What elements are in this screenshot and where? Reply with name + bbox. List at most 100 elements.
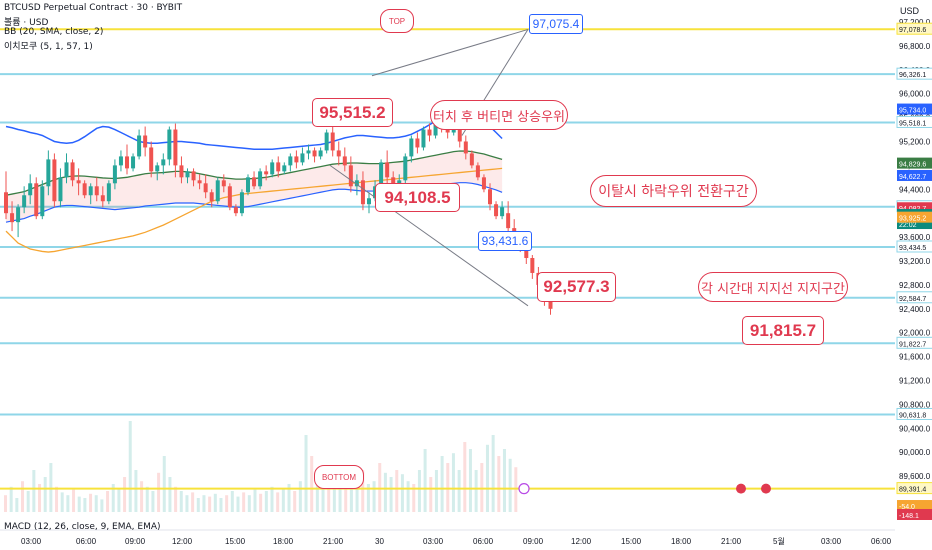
volume-bar <box>191 492 195 512</box>
candle-body <box>76 180 81 184</box>
volume-bar <box>315 470 319 512</box>
candle-body <box>330 132 335 151</box>
x-tick-label: 06:00 <box>76 537 97 546</box>
volume-bar <box>400 474 404 512</box>
volume-bar <box>49 463 53 512</box>
candle-body <box>16 207 21 223</box>
price-label: 89,391.4 <box>899 487 926 494</box>
candle-body <box>288 156 293 166</box>
candle-body <box>524 246 529 259</box>
volume-bar <box>344 484 348 512</box>
price-tag: 93,925.2 <box>899 216 926 223</box>
y-tick-label: 94,400.0 <box>899 185 931 194</box>
y-tick-label: 92,800.0 <box>899 281 931 290</box>
x-tick-label: 06:00 <box>871 537 892 546</box>
candle-body <box>70 162 75 181</box>
volume-bar <box>372 481 376 512</box>
price-tag-bg <box>897 500 932 512</box>
candle-body <box>397 180 402 184</box>
candle-body <box>494 204 499 217</box>
candle-body <box>185 171 190 178</box>
volume-bar <box>304 435 308 512</box>
candle-body <box>548 299 553 309</box>
candle-body <box>403 156 408 181</box>
x-tick-label: 18:00 <box>671 537 692 546</box>
volume-bar <box>338 472 342 512</box>
symbol-legend: BTCUSD Perpetual Contract · 30 · BYBIT <box>4 3 183 13</box>
volume-bar <box>508 458 512 512</box>
y-tick-label: 96,800.0 <box>899 42 931 51</box>
candle-body <box>137 135 142 157</box>
y-tick-label: 96,000.0 <box>899 90 931 99</box>
price-label: 95,518.1 <box>899 120 926 127</box>
volume-bar <box>162 456 166 512</box>
currency-label: USD <box>900 6 920 16</box>
candle-body <box>4 192 8 214</box>
volume-bar <box>276 492 280 512</box>
candle-body <box>125 156 129 169</box>
ichimoku-legend: 이치모쿠 (5, 1, 57, 1) <box>4 42 93 52</box>
candle-body <box>28 183 33 196</box>
volume-bar <box>474 470 478 512</box>
y-tick-label: 91,600.0 <box>899 353 931 362</box>
price-label-bg <box>896 336 932 349</box>
candle-body <box>258 171 263 187</box>
volume-bar <box>491 435 495 512</box>
volume-bar <box>502 449 506 512</box>
candle-body <box>227 186 232 208</box>
volume-bar <box>383 472 387 512</box>
price-label-bg <box>896 22 932 35</box>
x-tick-label: 03:00 <box>821 537 842 546</box>
candle-body <box>58 177 63 202</box>
candle-body <box>221 180 226 187</box>
candle-body <box>82 183 87 196</box>
candle-body <box>118 156 123 166</box>
candle-body <box>197 180 202 184</box>
candle-body <box>409 138 414 157</box>
volume-bar <box>77 496 81 512</box>
candle-body <box>100 195 105 202</box>
annotation-94108: 94,108.5 <box>375 183 460 212</box>
ichimoku-line <box>5 167 503 253</box>
x-tick-label: 18:00 <box>273 537 294 546</box>
candle-body <box>367 198 371 205</box>
volume-bar <box>417 470 421 512</box>
price-label: 97,078.6 <box>899 27 926 34</box>
volume-bar <box>225 495 229 512</box>
candle-body <box>469 153 474 166</box>
x-tick-label: 12:00 <box>571 537 592 546</box>
y-tick-label: 91,200.0 <box>899 377 931 386</box>
candle-body <box>246 177 250 193</box>
candle-body <box>46 159 51 187</box>
volume-bar <box>208 496 212 512</box>
candle-body <box>379 162 384 187</box>
price-tag: -54.0 <box>899 504 915 511</box>
candle-body <box>252 177 257 187</box>
event-marker-icon <box>518 483 530 495</box>
candle-body <box>475 165 480 178</box>
volume-bar <box>174 486 178 512</box>
volume-bar <box>89 493 93 512</box>
price-tag-bg <box>897 103 932 115</box>
price-label-bg <box>896 240 932 253</box>
volume-bar <box>361 470 365 512</box>
volume-bar <box>15 498 19 512</box>
volume-bar <box>123 477 127 512</box>
candle-body <box>167 129 172 160</box>
candle-body <box>324 132 329 151</box>
bottom-callout: BOTTOM <box>314 465 364 489</box>
y-tick-label: 90,400.0 <box>899 424 931 433</box>
price-label-bg <box>896 115 932 128</box>
candle-body <box>131 156 136 169</box>
volume-bar <box>32 470 36 512</box>
candle-body <box>88 186 93 196</box>
candle-body <box>300 153 305 163</box>
volume-bar <box>128 421 132 512</box>
price-label: 91,822.7 <box>899 341 926 348</box>
volume-bar <box>38 484 42 512</box>
volume-bar <box>366 484 370 512</box>
volume-bar <box>179 491 183 512</box>
candle-body <box>342 156 347 166</box>
x-tick-label: 21:00 <box>721 537 742 546</box>
